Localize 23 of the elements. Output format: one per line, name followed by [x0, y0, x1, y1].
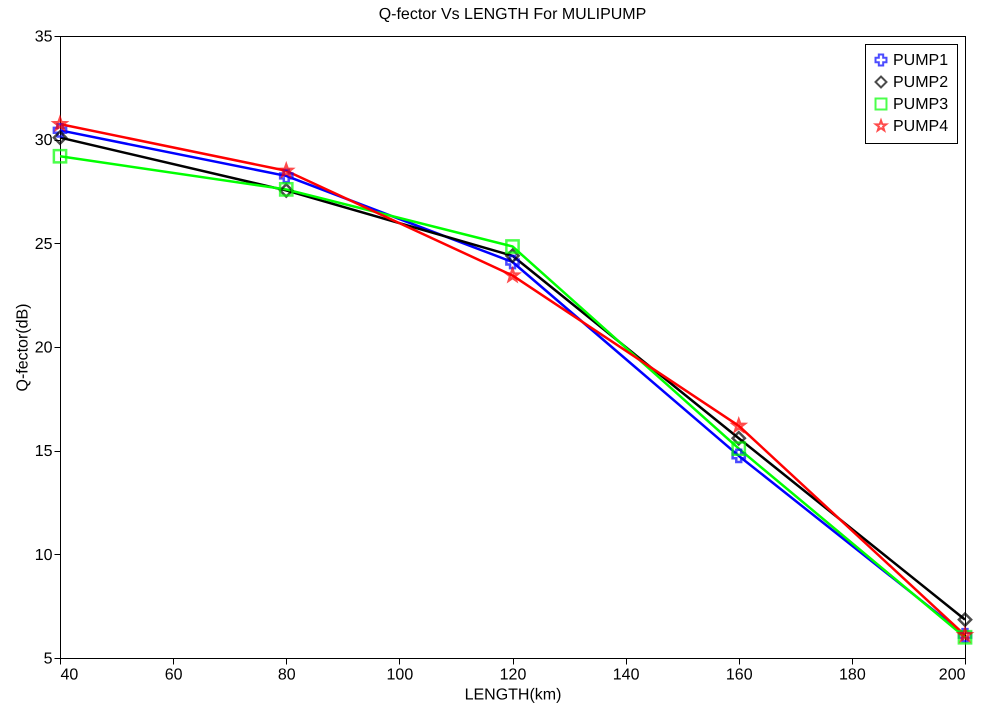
x-tick-label: 60 [164, 666, 183, 684]
x-tick-label: 140 [612, 666, 640, 684]
legend-label: PUMP1 [893, 52, 948, 69]
x-tick-label: 120 [500, 666, 526, 684]
y-tick-label: 10 [34, 546, 53, 564]
y-tick-label: 25 [34, 236, 53, 253]
legend-label: PUMP4 [893, 118, 948, 135]
y-tick-label: 5 [44, 650, 53, 668]
legend-label: PUMP2 [893, 74, 948, 91]
x-tick-label: 40 [60, 666, 78, 684]
y-tick-label: 30 [34, 132, 53, 150]
x-axis-title: LENGTH(km) [464, 686, 562, 704]
y-tick-label: 15 [34, 443, 53, 460]
x-tick-label: 180 [839, 666, 866, 684]
x-tick-label: 160 [726, 666, 753, 684]
y-tick-label: 35 [34, 28, 53, 46]
y-axis-title: Q-fector(dB) [14, 303, 32, 392]
y-tick-label: 20 [34, 340, 53, 356]
x-tick-label: 100 [386, 666, 414, 684]
x-tick-label: 200 [938, 666, 966, 684]
x-tick-label: 80 [278, 666, 296, 684]
legend-label: PUMP3 [893, 96, 948, 113]
chart-title: Q-fector Vs LENGTH For MULIPUMP [378, 6, 646, 23]
